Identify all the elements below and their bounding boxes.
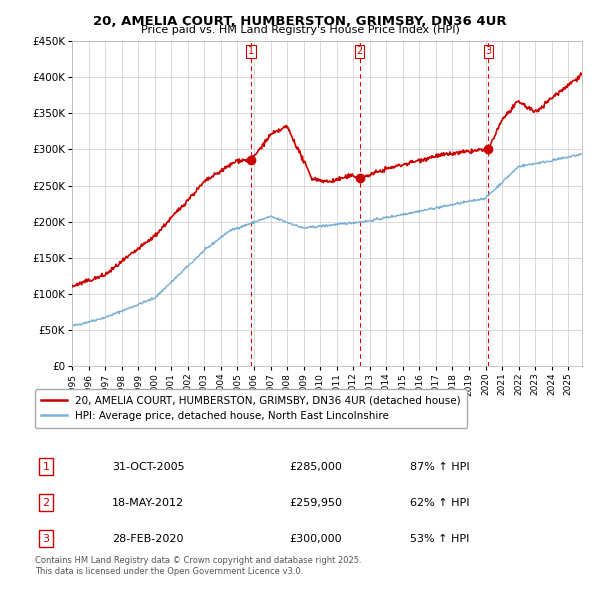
Text: 1: 1 — [248, 47, 254, 57]
Text: 1: 1 — [43, 461, 50, 471]
Text: 3: 3 — [43, 533, 50, 543]
Text: 18-MAY-2012: 18-MAY-2012 — [112, 497, 184, 507]
Text: 62% ↑ HPI: 62% ↑ HPI — [410, 497, 470, 507]
Text: 53% ↑ HPI: 53% ↑ HPI — [410, 533, 470, 543]
Text: Price paid vs. HM Land Registry's House Price Index (HPI): Price paid vs. HM Land Registry's House … — [140, 25, 460, 35]
Legend: 20, AMELIA COURT, HUMBERSTON, GRIMSBY, DN36 4UR (detached house), HPI: Average p: 20, AMELIA COURT, HUMBERSTON, GRIMSBY, D… — [35, 389, 467, 428]
Text: 28-FEB-2020: 28-FEB-2020 — [112, 533, 184, 543]
Text: 2: 2 — [356, 47, 362, 57]
Text: 31-OCT-2005: 31-OCT-2005 — [112, 461, 185, 471]
Text: 2: 2 — [43, 497, 50, 507]
Text: 3: 3 — [485, 47, 491, 57]
Text: 87% ↑ HPI: 87% ↑ HPI — [410, 461, 470, 471]
Text: Contains HM Land Registry data © Crown copyright and database right 2025.
This d: Contains HM Land Registry data © Crown c… — [35, 556, 362, 576]
Text: £285,000: £285,000 — [289, 461, 342, 471]
Text: £259,950: £259,950 — [289, 497, 342, 507]
Text: 20, AMELIA COURT, HUMBERSTON, GRIMSBY, DN36 4UR: 20, AMELIA COURT, HUMBERSTON, GRIMSBY, D… — [93, 15, 507, 28]
Text: £300,000: £300,000 — [289, 533, 341, 543]
